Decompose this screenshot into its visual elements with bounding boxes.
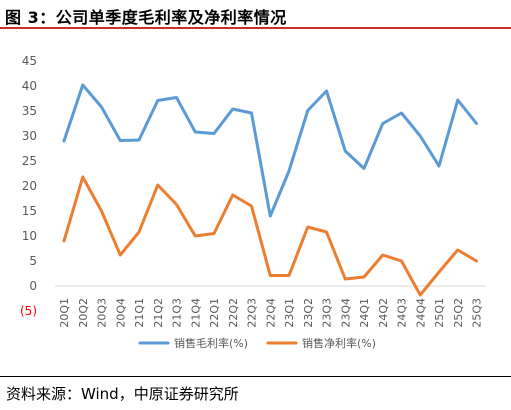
x-tick-label: 23Q2: [302, 298, 315, 328]
y-tick-label: 40: [22, 79, 37, 93]
x-tick-label: 22Q1: [208, 298, 221, 328]
x-tick-label: 21Q3: [171, 298, 184, 328]
gross-margin-point: [306, 109, 309, 112]
y-tick-label: 5: [29, 254, 37, 268]
gross-margin-point: [250, 112, 253, 115]
x-tick-label: 25Q1: [433, 298, 446, 328]
chart-legend: 销售毛利率(%) 销售净利率(%): [138, 336, 376, 350]
x-tick-label: 20Q1: [58, 298, 71, 328]
gross-margin-point: [456, 99, 459, 102]
gross-margin-point: [288, 170, 291, 173]
net-margin-point: [138, 231, 141, 234]
gross-margin-point: [81, 84, 84, 87]
gross-margin-line: [62, 83, 478, 218]
x-tick-label: 20Q4: [114, 298, 127, 328]
x-tick-label: 24Q2: [377, 298, 390, 328]
net-margin-point: [231, 194, 234, 197]
net-margin-point: [250, 205, 253, 208]
x-tick-label: 21Q4: [189, 298, 202, 328]
net-margin-point: [456, 249, 459, 252]
y-tick-label: 20: [22, 179, 37, 193]
margin-line-chart: 45 40 35 30 25 20 15 10 5 0 (5) 20Q1 20Q2 20Q3 20Q4 21…: [20, 54, 486, 350]
net-margin-point: [269, 274, 272, 277]
figure-title: 图 3：公司单季度毛利率及净利率情况: [5, 8, 287, 27]
gross-margin-point: [363, 167, 366, 170]
gross-margin-point: [156, 99, 159, 102]
gross-margin-point: [344, 150, 347, 153]
net-margin-point: [325, 231, 328, 234]
x-tick-label: 23Q4: [339, 298, 352, 328]
gross-margin-point: [213, 132, 216, 135]
gross-margin-point: [119, 139, 122, 142]
x-tick-label: 21Q2: [152, 298, 165, 328]
gross-margin-point: [63, 140, 66, 143]
net-margin-point: [63, 240, 66, 243]
x-tick-label: 21Q1: [133, 298, 146, 328]
y-tick-label: 10: [22, 229, 37, 243]
y-tick-label: 35: [22, 104, 37, 118]
series-layer: [62, 83, 478, 297]
gross-margin-point: [325, 90, 328, 93]
x-tick-label: 20Q2: [77, 298, 90, 328]
net-margin-point: [381, 254, 384, 257]
net-margin-point: [119, 254, 122, 257]
net-margin-point: [213, 232, 216, 235]
y-tick-label: 15: [22, 204, 37, 218]
y-axis: 45 40 35 30 25 20 15 10 5 0 (5): [20, 54, 37, 318]
x-tick-label: 25Q2: [452, 298, 465, 328]
net-margin-point: [475, 260, 478, 263]
gross-margin-point: [438, 165, 441, 168]
x-axis: 20Q1 20Q2 20Q3 20Q4 21Q1 21Q2 21Q3 21Q4 22Q1 22Q2…: [55, 285, 486, 328]
net-margin-point: [306, 226, 309, 229]
gross-margin-point: [475, 122, 478, 125]
x-tick-label: 24Q3: [396, 298, 409, 328]
net-margin-point: [363, 276, 366, 279]
net-margin-line: [62, 175, 478, 297]
net-margin-point: [175, 203, 178, 206]
gross-margin-point: [419, 135, 422, 138]
y-tick-label: 25: [22, 154, 37, 168]
net-margin-point: [100, 210, 103, 213]
net-margin-point: [288, 274, 291, 277]
x-tick-label: 24Q1: [358, 298, 371, 328]
x-tick-label: 23Q3: [321, 298, 334, 328]
y-tick-label: 45: [22, 54, 37, 68]
gross-margin-point: [194, 131, 197, 134]
x-tick-label: 25Q3: [471, 298, 484, 328]
gross-margin-point: [231, 108, 234, 111]
y-tick-label: 0: [29, 279, 37, 293]
gross-margin-point: [269, 215, 272, 218]
net-margin-point: [419, 294, 422, 297]
x-tick-label: 22Q2: [227, 298, 240, 328]
gross-margin-point: [400, 112, 403, 115]
gross-margin-point: [100, 106, 103, 109]
y-tick-label: 30: [22, 129, 37, 143]
title-rule: [0, 27, 511, 29]
net-margin-point: [156, 184, 159, 187]
net-margin-point: [438, 271, 441, 274]
x-tick-label: 24Q4: [414, 298, 427, 328]
x-tick-label: 20Q3: [96, 298, 109, 328]
gross-margin-point: [175, 96, 178, 99]
source-note: 资料来源：Wind，中原证券研究所: [6, 385, 239, 403]
net-margin-point: [400, 260, 403, 263]
source-rule: [0, 376, 511, 377]
legend-net-margin-label: 销售净利率(%): [302, 336, 376, 350]
net-margin-point: [344, 278, 347, 281]
legend-gross-margin-label: 销售毛利率(%): [174, 336, 248, 350]
gross-margin-point: [381, 122, 384, 125]
net-margin-point: [81, 176, 84, 179]
net-margin-point: [194, 235, 197, 238]
x-tick-label: 23Q1: [283, 298, 296, 328]
x-tick-label: 22Q3: [246, 298, 259, 328]
x-tick-label: 22Q4: [264, 298, 277, 328]
y-tick-label: (5): [20, 304, 37, 318]
gross-margin-point: [138, 139, 141, 142]
